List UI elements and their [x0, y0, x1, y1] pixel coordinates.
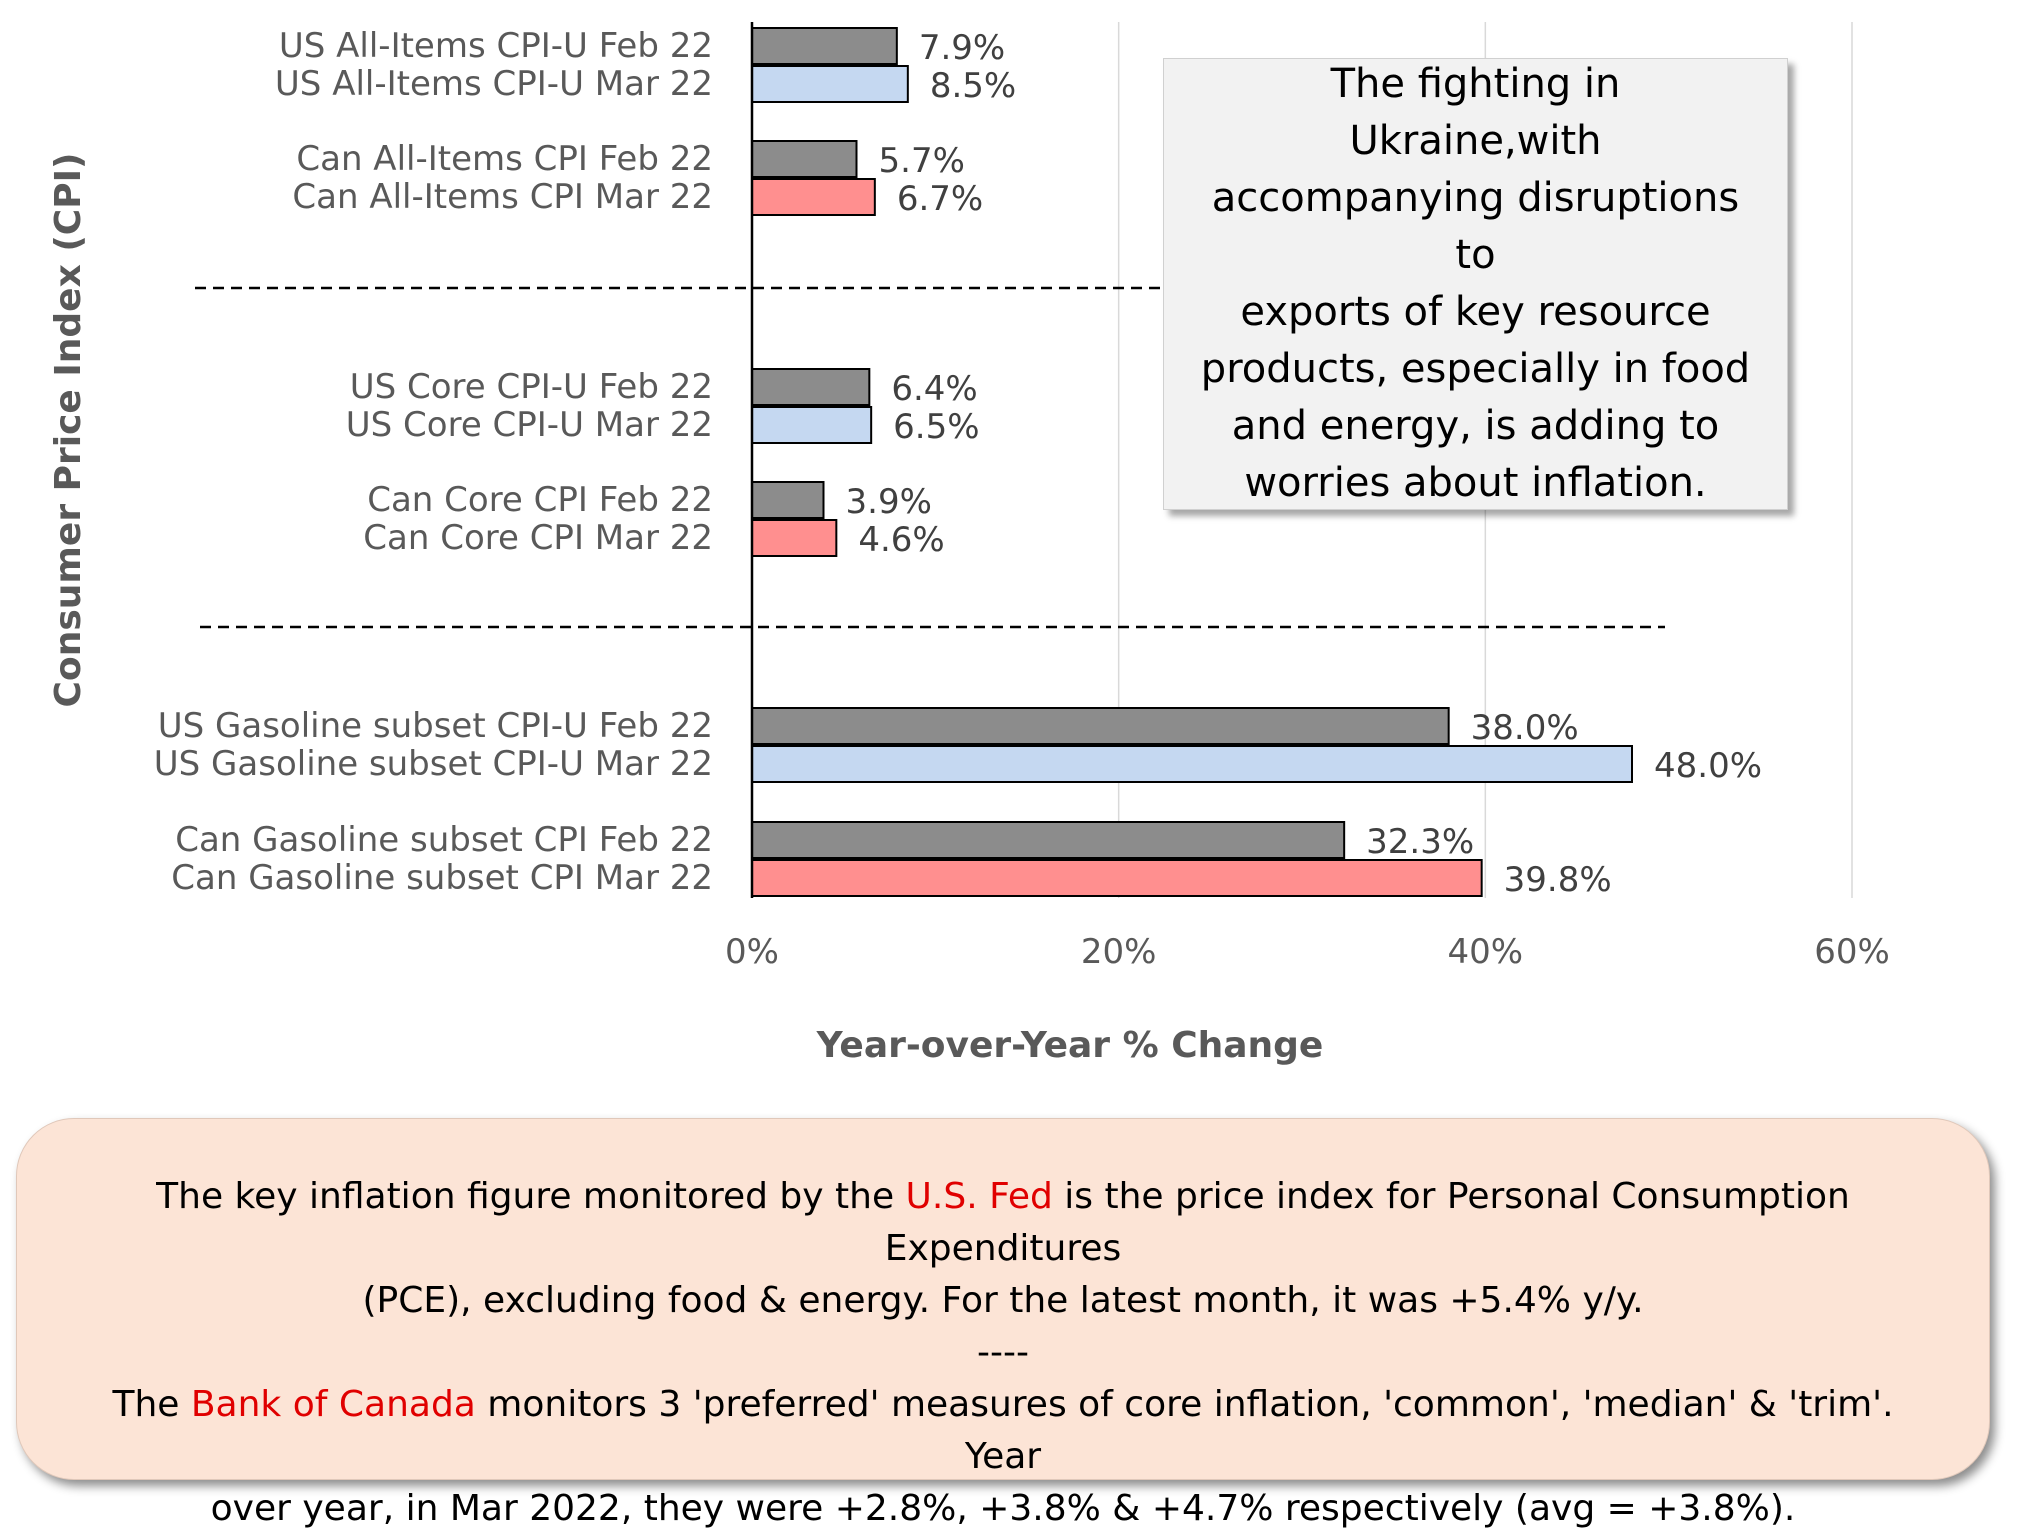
bar-10: [751, 821, 1346, 859]
note-fed-line-2: (PCE), excluding food & energy. For the …: [362, 1280, 1644, 1321]
group-separators: [195, 286, 1665, 629]
x-tick-label-3: 60%: [1814, 932, 1890, 972]
bank-of-canada-highlight: Bank of Canada: [190, 1384, 476, 1425]
category-label-10: Can Gasoline subset CPI Feb 22: [175, 820, 713, 860]
bar-0: [751, 27, 898, 65]
bar-11: [751, 859, 1483, 897]
data-label-2: 5.7%: [879, 141, 965, 181]
x-tick-label-1: 20%: [1081, 932, 1157, 972]
callout-line-6: worries about inflation.: [1244, 460, 1707, 506]
us-fed-highlight: U.S. Fed: [905, 1176, 1053, 1217]
bar-1: [751, 65, 909, 103]
data-label-9: 48.0%: [1654, 746, 1762, 786]
bar-6: [751, 481, 825, 519]
bar-4: [751, 368, 871, 406]
bar-5: [751, 406, 873, 444]
callout-line-1: The fighting in Ukraine,with: [1330, 61, 1621, 164]
category-label-6: Can Core CPI Feb 22: [367, 480, 713, 520]
category-label-8: US Gasoline subset CPI-U Feb 22: [158, 706, 713, 746]
category-label-9: US Gasoline subset CPI-U Mar 22: [154, 744, 713, 784]
data-label-11: 39.8%: [1504, 860, 1612, 900]
data-label-3: 6.7%: [897, 179, 983, 219]
note-boc-line-2: over year, in Mar 2022, they were +2.8%,…: [210, 1488, 1796, 1529]
callout-line-5: and energy, is adding to: [1231, 403, 1720, 449]
x-tick-labels: 0% 20% 40% 60%: [725, 932, 1890, 972]
category-label-7: Can Core CPI Mar 22: [363, 518, 713, 558]
data-label-1: 8.5%: [930, 66, 1016, 106]
note-fed-after: is the price index for Personal Consumpt…: [884, 1176, 1850, 1269]
category-label-5: US Core CPI-U Mar 22: [346, 405, 713, 445]
data-labels: 7.9%8.5% 5.7%6.7% 6.4%6.5% 3.9%4.6% 38.0% 48.…: [846, 28, 1763, 900]
bars: [751, 27, 1633, 897]
category-label-11: Can Gasoline subset CPI Mar 22: [171, 858, 713, 898]
category-label-1: US All-Items CPI-U Mar 22: [275, 64, 713, 104]
data-label-10: 32.3%: [1366, 822, 1474, 862]
data-label-8: 38.0%: [1471, 708, 1579, 748]
commentary-callout: The fighting in Ukraine,with accompanyin…: [1163, 58, 1788, 510]
bar-2: [751, 140, 858, 178]
note-fed-before: The key inflation figure monitored by th…: [156, 1176, 906, 1217]
inflation-note-box: The key inflation figure monitored by th…: [16, 1118, 1990, 1529]
x-tick-label-2: 40%: [1448, 932, 1524, 972]
category-label-0: US All-Items CPI-U Feb 22: [279, 26, 713, 66]
bar-7: [751, 519, 838, 557]
callout-text: The fighting in Ukraine,with accompanyin…: [1200, 56, 1751, 512]
data-label-0: 7.9%: [919, 28, 1005, 68]
callout-line-4: products, especially in food: [1200, 346, 1751, 392]
y-axis-title: Consumer Price Index (CPI): [48, 153, 89, 708]
category-label-4: US Core CPI-U Feb 22: [350, 367, 713, 407]
note-boc-before: The: [112, 1384, 191, 1425]
note-fed-line-1: The key inflation figure monitored by th…: [77, 1171, 1929, 1275]
category-label-2: Can All-Items CPI Feb 22: [296, 139, 713, 179]
data-label-4: 6.4%: [891, 369, 977, 409]
data-label-7: 4.6%: [858, 520, 944, 560]
callout-line-3: exports of key resource: [1240, 289, 1711, 335]
category-label-3: Can All-Items CPI Mar 22: [292, 177, 713, 217]
callout-line-2: accompanying disruptions to: [1211, 175, 1740, 278]
x-axis-title: Year-over-Year % Change: [816, 1025, 1324, 1066]
note-separator: ----: [977, 1332, 1029, 1373]
data-label-6: 3.9%: [846, 482, 932, 522]
bar-8: [751, 707, 1450, 745]
data-label-5: 6.5%: [893, 407, 979, 447]
x-tick-label-0: 0%: [725, 932, 779, 972]
note-boc-line-1: The Bank of Canada monitors 3 'preferred…: [77, 1379, 1929, 1483]
note-boc-after: monitors 3 'preferred' measures of core …: [475, 1384, 1894, 1477]
bar-9: [751, 745, 1633, 783]
bar-3: [751, 178, 876, 216]
